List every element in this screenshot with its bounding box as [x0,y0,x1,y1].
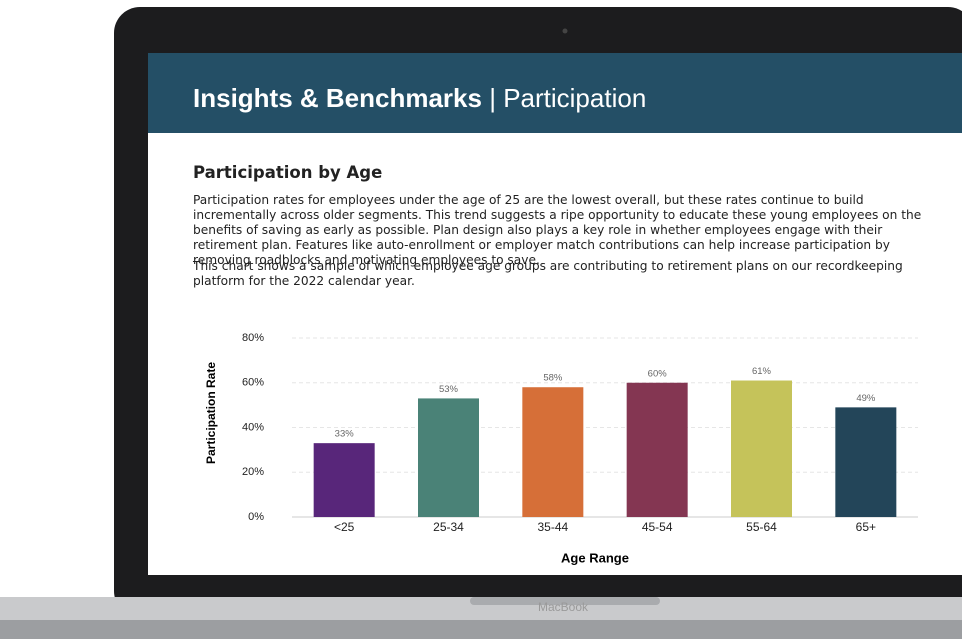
value-label: 53% [439,384,459,395]
x-tick-label: 25-34 [433,520,464,534]
page: MacBook Insights & Benchmarks | Particip… [0,0,962,639]
value-label: 61% [752,366,772,377]
x-tick-label: 65+ [856,520,876,534]
bar [835,407,896,517]
x-tick-label: 35-44 [537,520,568,534]
value-label: 60% [648,368,668,379]
chart: Participation Rate Age Range 0% 20% 40% 60%… [0,0,962,639]
x-tick-label: 55-64 [746,520,777,534]
value-label: 33% [335,429,355,440]
x-axis-label: Age Range [561,550,629,565]
bar [418,398,479,517]
y-axis-label: Participation Rate [204,362,218,464]
y-tick-label: 60% [242,377,264,389]
x-tick-label: 45-54 [642,520,673,534]
bar [731,381,792,517]
bar [522,387,583,517]
y-tick-label: 40% [242,421,264,433]
bar [314,443,375,517]
y-tick-label: 80% [242,332,264,344]
x-tick-label: <25 [334,520,355,534]
bar [627,383,688,517]
value-label: 58% [543,373,563,384]
y-tick-label: 20% [242,466,264,478]
value-label: 49% [856,393,876,404]
y-tick-label: 0% [248,511,264,523]
